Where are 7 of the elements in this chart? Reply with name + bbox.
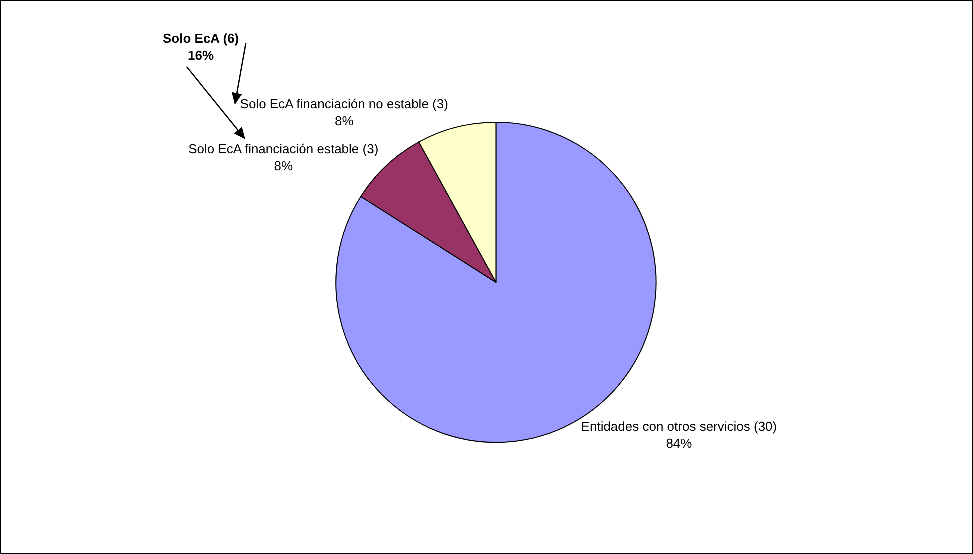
data-label: 8%	[334, 113, 354, 128]
slice-label: Solo EcA financiación no estable (3)	[240, 96, 448, 112]
data-label: 84%	[666, 436, 693, 451]
text: Solo EcA (6) 16%	[163, 31, 240, 63]
data-label: 8%	[274, 158, 294, 174]
slice-label: Entidades con otros servicios (30)	[581, 419, 778, 434]
slice-label: Solo EcA financiación estable (3)	[188, 141, 379, 156]
